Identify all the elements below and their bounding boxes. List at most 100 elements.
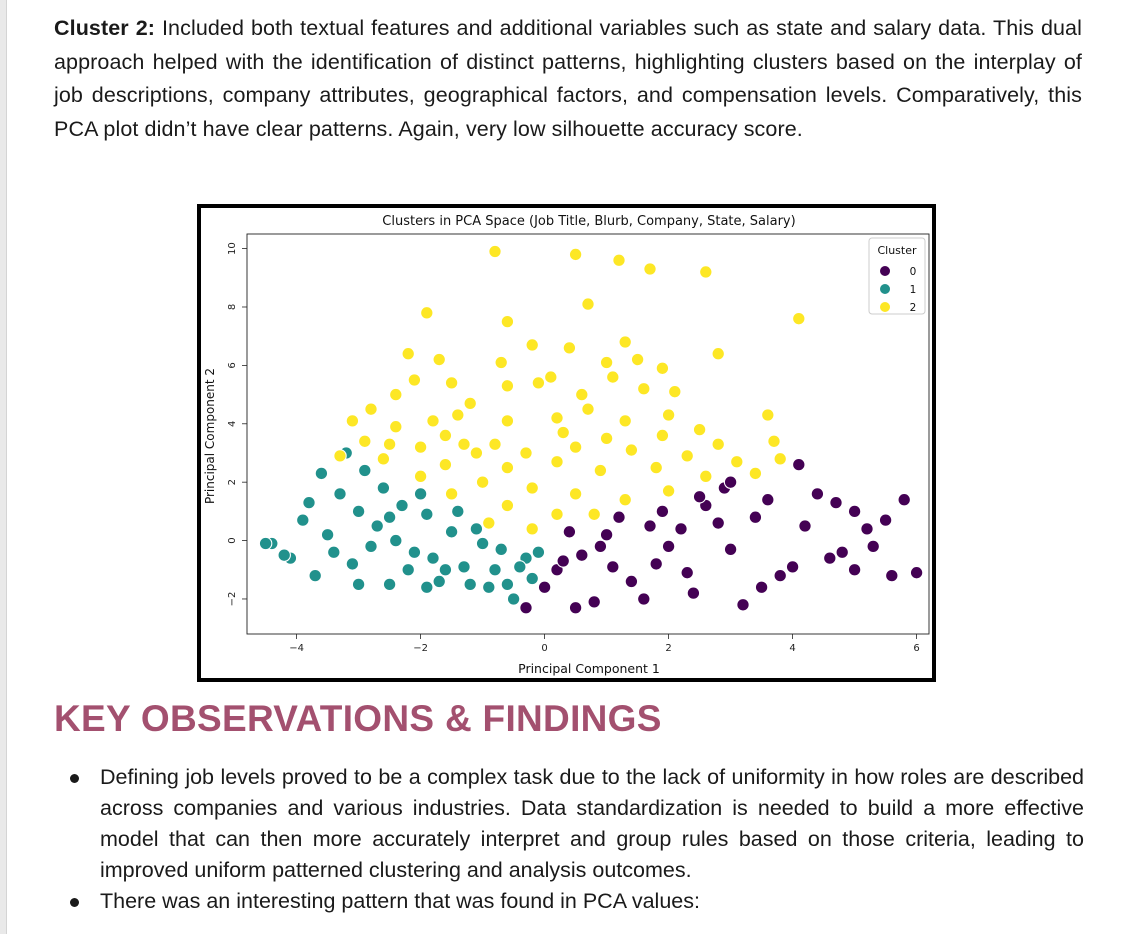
bullet-icon [70, 898, 79, 907]
data-point [655, 504, 670, 519]
x-tick-label: −2 [413, 643, 428, 654]
data-point [438, 428, 453, 443]
data-point [494, 542, 508, 557]
data-point [475, 475, 490, 489]
data-point [835, 545, 849, 559]
data-point [463, 577, 477, 592]
data-point [544, 370, 558, 384]
data-point [680, 449, 694, 463]
data-point [773, 452, 787, 466]
data-point [909, 565, 924, 580]
data-point [525, 522, 539, 536]
finding-item: Defining job levels proved to be a compl… [54, 762, 1084, 886]
data-point [432, 352, 446, 367]
data-point [488, 244, 502, 259]
data-point [426, 414, 440, 428]
y-tick-label: −2 [227, 592, 238, 607]
data-point [599, 431, 614, 446]
data-point [407, 373, 422, 387]
data-point [420, 507, 434, 522]
intro-lead: Cluster 2: [54, 16, 156, 40]
data-point [488, 437, 502, 451]
data-point [618, 335, 632, 349]
data-point [860, 522, 874, 536]
data-point [568, 440, 583, 454]
data-point [661, 484, 676, 498]
data-point [382, 437, 397, 451]
data-point [624, 443, 639, 457]
data-point [661, 539, 676, 554]
data-point [345, 414, 360, 428]
data-point [382, 577, 397, 592]
data-point [680, 565, 694, 580]
data-point [550, 454, 564, 469]
finding-text: Defining job levels proved to be a compl… [100, 765, 1084, 882]
data-point [748, 466, 763, 481]
data-point [488, 563, 502, 577]
data-point [494, 355, 508, 370]
data-point [568, 487, 583, 501]
data-point [500, 577, 515, 592]
pca-figure: Clusters in PCA Space (Job Title, Blurb,… [197, 204, 936, 682]
data-point [847, 563, 862, 577]
data-point [878, 513, 893, 527]
data-point [655, 361, 670, 376]
data-point [581, 297, 595, 311]
data-point [761, 408, 775, 422]
data-point [575, 548, 589, 562]
data-point [314, 466, 329, 481]
data-point [792, 311, 806, 326]
legend-label: 0 [910, 266, 917, 278]
data-point [612, 253, 626, 268]
chart-title: Clusters in PCA Space (Job Title, Blurb,… [382, 214, 795, 229]
data-point [556, 425, 570, 440]
intro-text: Included both textual features and addit… [54, 16, 1082, 141]
data-point [593, 539, 608, 554]
legend-title: Cluster [877, 244, 917, 257]
data-point [463, 396, 477, 411]
y-tick-label: 0 [227, 537, 238, 543]
data-point [475, 536, 490, 551]
data-point [748, 510, 763, 524]
data-point [482, 580, 496, 595]
legend-marker [879, 265, 891, 277]
data-point [438, 457, 453, 472]
data-point [699, 265, 713, 279]
data-point [333, 449, 347, 463]
data-point [531, 545, 546, 559]
data-point [401, 346, 415, 361]
data-point [457, 437, 471, 451]
data-point [649, 460, 663, 475]
series-cluster-1 [258, 446, 546, 606]
data-point [277, 548, 291, 562]
data-point [692, 490, 707, 504]
x-tick-label: 4 [789, 643, 795, 654]
data-point [382, 510, 397, 524]
data-point [389, 387, 403, 402]
data-point [730, 454, 744, 469]
data-point [513, 560, 527, 574]
data-point [581, 402, 595, 416]
page-edge [0, 0, 7, 934]
data-point [500, 314, 515, 329]
data-point [482, 516, 496, 530]
data-point [637, 592, 651, 606]
pca-scatter-chart: Clusters in PCA Space (Job Title, Blurb,… [203, 214, 930, 676]
data-point [885, 568, 899, 583]
y-tick-label: 6 [227, 362, 238, 368]
data-point [525, 481, 539, 495]
data-point [407, 545, 422, 559]
data-point [537, 580, 552, 595]
data-point [711, 346, 725, 361]
data-point [792, 457, 806, 472]
data-point [451, 408, 465, 422]
data-point [500, 414, 515, 428]
data-point [469, 446, 484, 460]
x-tick-label: 0 [541, 643, 547, 654]
data-point [389, 533, 403, 548]
data-point [395, 498, 409, 513]
series-cluster-2 [333, 244, 806, 536]
data-point [413, 487, 428, 501]
intro-paragraph: Cluster 2: Included both textual feature… [54, 12, 1082, 146]
data-point [500, 379, 515, 393]
